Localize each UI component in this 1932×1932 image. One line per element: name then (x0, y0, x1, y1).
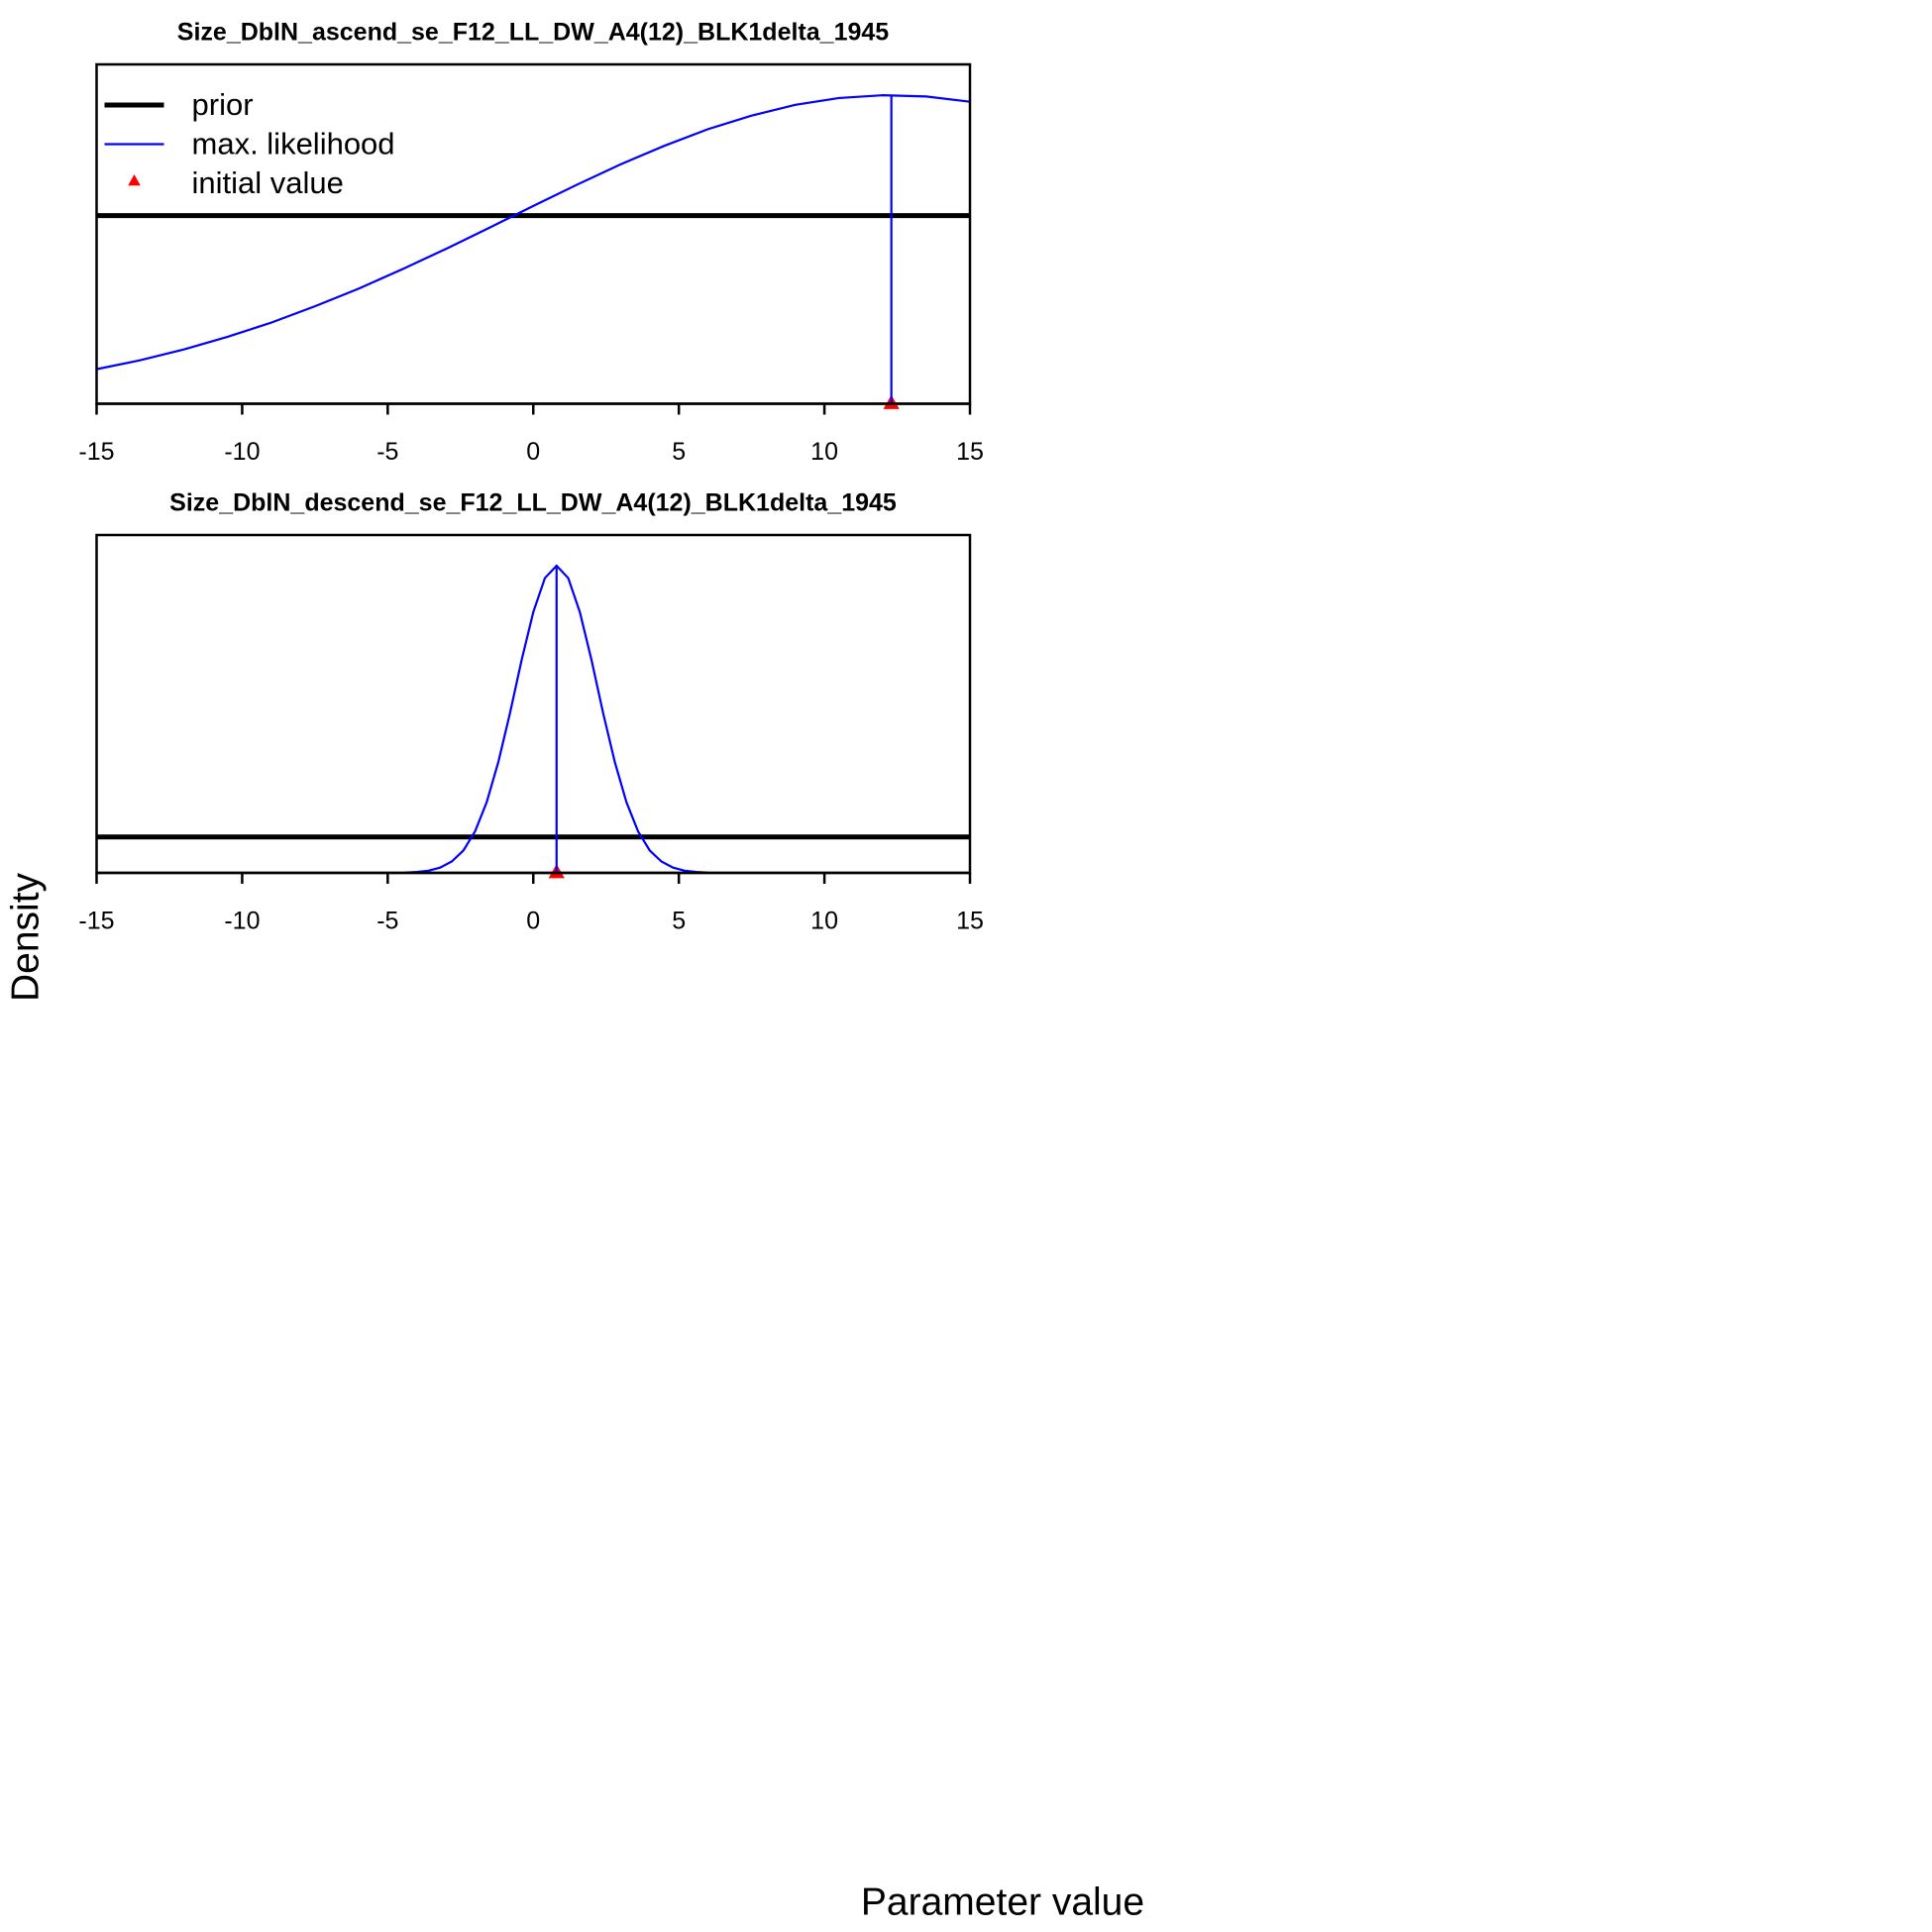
x-tick-label: -5 (376, 438, 398, 466)
legend-label: max. likelihood (192, 127, 395, 161)
x-tick-label: 0 (526, 438, 540, 466)
x-axis-label: Parameter value (861, 1880, 1144, 1923)
x-tick-label: -15 (78, 908, 114, 935)
y-axis-label: Density (4, 872, 47, 1002)
x-tick-label: 5 (672, 438, 686, 466)
x-tick-label: -5 (376, 908, 398, 935)
x-tick-label: -15 (78, 438, 114, 466)
x-tick-label: 15 (956, 438, 984, 466)
x-tick-label: -10 (224, 438, 260, 466)
x-tick-label: 10 (810, 908, 838, 935)
chart-title: Size_DblN_ascend_se_F12_LL_DW_A4(12)_BLK… (177, 19, 889, 47)
chart-title: Size_DblN_descend_se_F12_LL_DW_A4(12)_BL… (169, 489, 897, 517)
plot-frame (95, 533, 972, 875)
x-tick-label: 15 (956, 908, 984, 935)
likelihood-curve (96, 94, 971, 371)
legend-symbol (128, 174, 141, 186)
x-tick-label: 0 (526, 908, 540, 935)
x-tick-label: 10 (810, 438, 838, 466)
legend-label: initial value (192, 165, 344, 200)
legend-label: prior (192, 87, 254, 122)
x-tick-label: 5 (672, 908, 686, 935)
x-tick-label: -10 (224, 908, 260, 935)
